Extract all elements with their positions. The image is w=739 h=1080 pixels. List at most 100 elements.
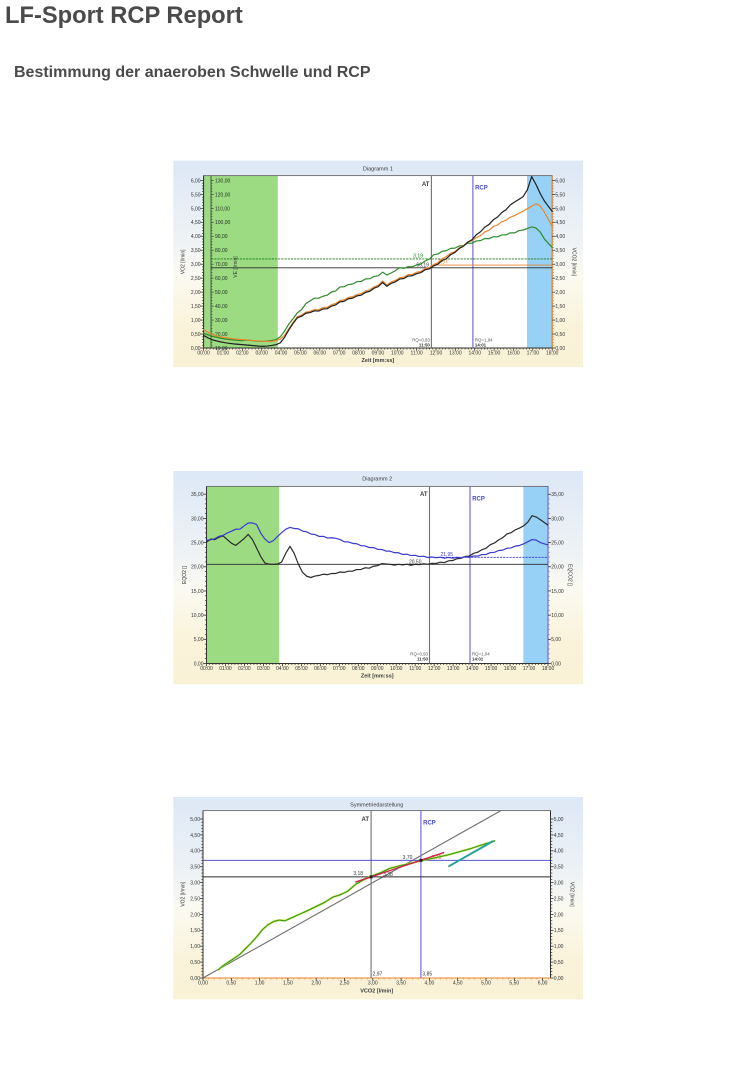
svg-text:20,00: 20,00 xyxy=(191,565,204,571)
svg-text:1,50: 1,50 xyxy=(191,304,201,310)
svg-text:1,50: 1,50 xyxy=(555,304,565,310)
svg-text:01:00: 01:00 xyxy=(219,666,232,672)
svg-text:70,00: 70,00 xyxy=(215,262,228,268)
svg-text:07:00: 07:00 xyxy=(333,666,346,672)
svg-text:6,00: 6,00 xyxy=(191,178,201,184)
svg-text:15,00: 15,00 xyxy=(551,589,564,595)
svg-text:15:00: 15:00 xyxy=(485,666,498,672)
svg-text:08:00: 08:00 xyxy=(352,351,365,357)
svg-text:3,00: 3,00 xyxy=(368,981,378,987)
svg-text:RCP: RCP xyxy=(472,497,485,503)
svg-text:20,00: 20,00 xyxy=(215,332,228,338)
svg-text:4,50: 4,50 xyxy=(555,220,565,226)
svg-text:1,50: 1,50 xyxy=(283,981,293,987)
svg-text:AT: AT xyxy=(422,182,430,188)
svg-text:0,00: 0,00 xyxy=(198,981,208,987)
svg-text:02:00: 02:00 xyxy=(236,351,249,357)
svg-text:4,00: 4,00 xyxy=(554,849,564,855)
svg-text:1,00: 1,00 xyxy=(255,981,265,987)
svg-text:2,50: 2,50 xyxy=(191,276,201,282)
svg-text:14:00: 14:00 xyxy=(466,666,479,672)
svg-text:20,00: 20,00 xyxy=(551,565,564,571)
svg-text:2,50: 2,50 xyxy=(555,276,565,282)
svg-text:2,00: 2,00 xyxy=(190,912,200,918)
svg-text:3,50: 3,50 xyxy=(190,865,200,871)
svg-text:60,00: 60,00 xyxy=(215,276,228,282)
svg-text:4,00: 4,00 xyxy=(555,234,565,240)
svg-text:30,00: 30,00 xyxy=(551,516,564,522)
svg-text:11:00: 11:00 xyxy=(409,666,421,672)
svg-text:4,50: 4,50 xyxy=(554,833,564,839)
svg-text:07:00: 07:00 xyxy=(333,351,346,357)
svg-text:14:01: 14:01 xyxy=(472,656,484,661)
svg-text:RQ=0,93: RQ=0,93 xyxy=(412,338,430,343)
svg-text:EQCO2 []: EQCO2 [] xyxy=(567,564,573,586)
svg-text:10,00: 10,00 xyxy=(215,346,228,352)
svg-text:2,00: 2,00 xyxy=(555,290,565,296)
svg-text:08:00: 08:00 xyxy=(352,666,365,672)
svg-text:VO2 [l/min]: VO2 [l/min] xyxy=(181,249,187,274)
svg-text:05:00: 05:00 xyxy=(295,666,308,672)
svg-text:11:50: 11:50 xyxy=(417,656,429,661)
svg-text:RCP: RCP xyxy=(423,821,436,827)
svg-text:Symmetriedarstellung: Symmetriedarstellung xyxy=(350,803,403,809)
svg-text:4,50: 4,50 xyxy=(191,220,201,226)
svg-text:5,00: 5,00 xyxy=(551,637,561,643)
svg-text:09:00: 09:00 xyxy=(372,351,385,357)
svg-text:0,00: 0,00 xyxy=(555,346,565,352)
svg-text:3,50: 3,50 xyxy=(396,981,406,987)
svg-text:16:00: 16:00 xyxy=(504,666,517,672)
svg-text:4,50: 4,50 xyxy=(190,833,200,839)
svg-text:AT: AT xyxy=(362,817,370,823)
svg-text:Zeit [mm:ss]: Zeit [mm:ss] xyxy=(361,673,394,679)
svg-text:25,00: 25,00 xyxy=(551,540,564,546)
svg-text:05:00: 05:00 xyxy=(294,351,307,357)
svg-text:0,50: 0,50 xyxy=(226,981,236,987)
svg-text:RCP: RCP xyxy=(475,186,488,192)
svg-text:5,00: 5,00 xyxy=(191,206,201,212)
svg-text:3,00: 3,00 xyxy=(555,262,565,268)
svg-text:40,00: 40,00 xyxy=(215,304,228,310)
svg-text:RQ=1,04: RQ=1,04 xyxy=(475,338,493,343)
svg-text:0,50: 0,50 xyxy=(191,332,201,338)
svg-text:4,00: 4,00 xyxy=(191,234,201,240)
svg-text:3,38: 3,38 xyxy=(383,872,393,878)
svg-text:3,00: 3,00 xyxy=(190,881,200,887)
svg-text:130,00: 130,00 xyxy=(215,178,231,184)
svg-text:5,00: 5,00 xyxy=(481,981,491,987)
svg-text:VCO2 [l/min]: VCO2 [l/min] xyxy=(360,989,393,995)
svg-text:2,00: 2,00 xyxy=(191,290,201,296)
svg-text:100,00: 100,00 xyxy=(215,220,231,226)
svg-text:5,00: 5,00 xyxy=(554,817,564,823)
svg-text:3,50: 3,50 xyxy=(554,865,564,871)
svg-text:06:00: 06:00 xyxy=(314,666,327,672)
svg-text:0,00: 0,00 xyxy=(554,976,564,982)
svg-text:03:00: 03:00 xyxy=(257,666,270,672)
svg-text:1,00: 1,00 xyxy=(190,944,200,950)
svg-text:110,00: 110,00 xyxy=(215,206,230,212)
svg-text:30,00: 30,00 xyxy=(215,318,228,324)
svg-text:12:00: 12:00 xyxy=(428,666,441,672)
svg-text:14:01: 14:01 xyxy=(475,342,487,347)
svg-text:90,00: 90,00 xyxy=(215,234,228,240)
svg-text:30,00: 30,00 xyxy=(191,516,204,522)
svg-text:01:00: 01:00 xyxy=(217,351,230,357)
svg-text:1,00: 1,00 xyxy=(554,944,564,950)
svg-text:10,00: 10,00 xyxy=(191,613,204,619)
svg-text:VE [l/min]: VE [l/min] xyxy=(233,256,239,278)
svg-text:3,85: 3,85 xyxy=(422,972,432,978)
svg-text:09:00: 09:00 xyxy=(371,666,384,672)
svg-text:25,00: 25,00 xyxy=(191,540,204,546)
svg-text:15,00: 15,00 xyxy=(191,589,204,595)
svg-text:3,00: 3,00 xyxy=(554,881,564,887)
svg-text:3,50: 3,50 xyxy=(191,248,201,254)
svg-text:5,00: 5,00 xyxy=(555,206,565,212)
svg-text:4,00: 4,00 xyxy=(190,849,200,855)
svg-text:0,00: 0,00 xyxy=(194,661,204,667)
svg-text:2,50: 2,50 xyxy=(190,896,200,902)
svg-text:120,00: 120,00 xyxy=(215,192,231,198)
svg-text:00:00: 00:00 xyxy=(197,351,210,357)
svg-text:RQ=1,04: RQ=1,04 xyxy=(472,652,490,657)
svg-text:VO2 [l/min]: VO2 [l/min] xyxy=(569,882,575,907)
svg-text:14:00: 14:00 xyxy=(468,351,481,357)
